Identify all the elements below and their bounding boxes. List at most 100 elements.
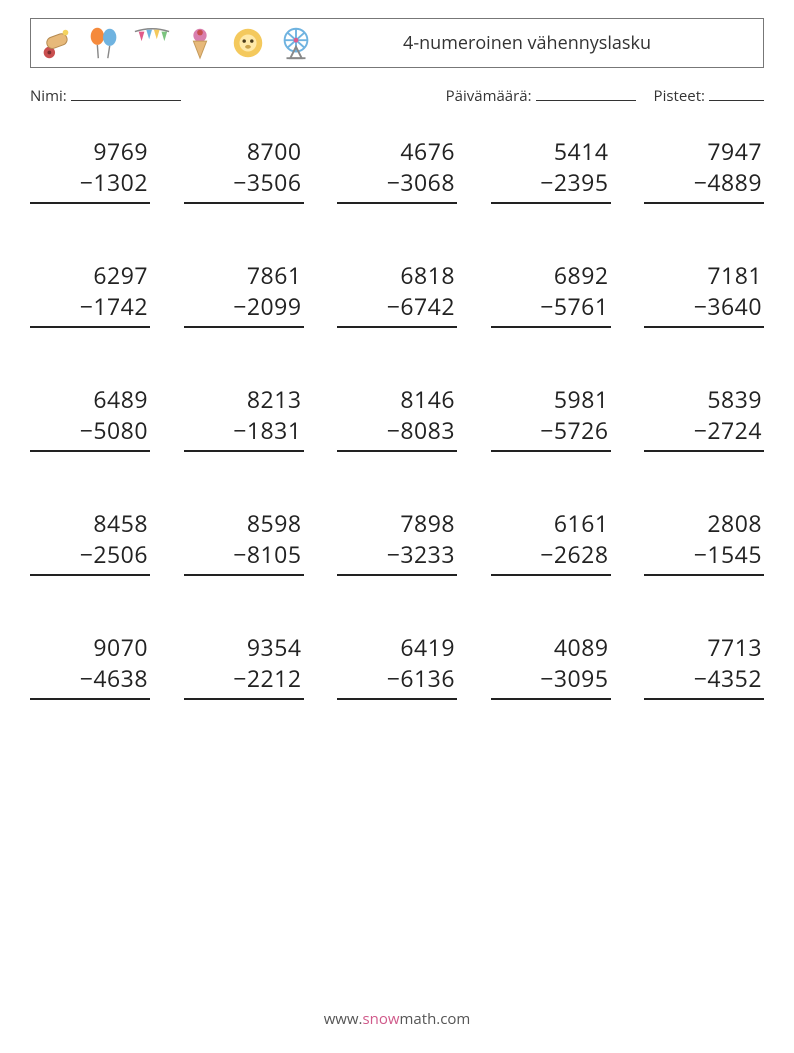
subtraction-problem: 8146−8083 [337, 384, 457, 452]
minuend: 7861 [184, 260, 304, 291]
subtrahend: −5726 [491, 415, 611, 452]
subtrahend: −2506 [30, 539, 150, 576]
subtraction-problem: 9070−4638 [30, 632, 150, 700]
minuend: 8213 [184, 384, 304, 415]
subtraction-problem: 8213−1831 [184, 384, 304, 452]
subtrahend: −8105 [184, 539, 304, 576]
subtrahend: −2099 [184, 291, 304, 328]
date-label: Päivämäärä: [446, 86, 532, 106]
subtraction-problem: 7861−2099 [184, 260, 304, 328]
minuend: 6818 [337, 260, 457, 291]
minuend: 6892 [491, 260, 611, 291]
minuend: 5981 [491, 384, 611, 415]
subtraction-problem: 4676−3068 [337, 136, 457, 204]
footer-prefix: www. [324, 1009, 363, 1029]
subtraction-problem: 5839−2724 [644, 384, 764, 452]
subtraction-problem: 6818−6742 [337, 260, 457, 328]
subtraction-problem: 5981−5726 [491, 384, 611, 452]
subtraction-problem: 5414−2395 [491, 136, 611, 204]
subtrahend: −1302 [30, 167, 150, 204]
minuend: 6161 [491, 508, 611, 539]
subtrahend: −8083 [337, 415, 457, 452]
subtraction-problem: 6892−5761 [491, 260, 611, 328]
worksheet-header: 4-numeroinen vähennyslasku [30, 18, 764, 68]
header-icons [37, 24, 315, 62]
balloons-icon [85, 24, 123, 62]
ferris-wheel-icon [277, 24, 315, 62]
problem-row: 8458−2506 8598−8105 7898−3233 6161−2628 2808… [30, 508, 764, 576]
footer-brand: snow [363, 1009, 400, 1029]
icecream-icon [181, 24, 219, 62]
problem-row: 6489−5080 8213−1831 8146−8083 5981−5726 5839… [30, 384, 764, 452]
worksheet-title: 4-numeroinen vähennyslasku [403, 31, 751, 55]
problem-row: 9769−1302 8700−3506 4676−3068 5414−2395 7947… [30, 136, 764, 204]
minuend: 7713 [644, 632, 764, 663]
minuend: 8598 [184, 508, 304, 539]
subtraction-problem: 7898−3233 [337, 508, 457, 576]
subtrahend: −4889 [644, 167, 764, 204]
footer-suffix: math.com [400, 1009, 471, 1029]
cannon-icon [37, 24, 75, 62]
subtraction-problem: 8458−2506 [30, 508, 150, 576]
subtrahend: −3068 [337, 167, 457, 204]
subtrahend: −3095 [491, 663, 611, 700]
minuend: 2808 [644, 508, 764, 539]
minuend: 9769 [30, 136, 150, 167]
subtrahend: −1545 [644, 539, 764, 576]
subtrahend: −2395 [491, 167, 611, 204]
subtraction-problem: 6161−2628 [491, 508, 611, 576]
subtraction-problem: 7713−4352 [644, 632, 764, 700]
subtrahend: −3233 [337, 539, 457, 576]
name-blank[interactable] [71, 86, 181, 101]
subtrahend: −4638 [30, 663, 150, 700]
minuend: 8458 [30, 508, 150, 539]
subtraction-problem: 2808−1545 [644, 508, 764, 576]
subtraction-problem: 9354−2212 [184, 632, 304, 700]
minuend: 7181 [644, 260, 764, 291]
subtrahend: −6136 [337, 663, 457, 700]
problems-grid: 9769−1302 8700−3506 4676−3068 5414−2395 7947… [30, 136, 764, 700]
subtrahend: −6742 [337, 291, 457, 328]
lion-icon [229, 24, 267, 62]
subtraction-problem: 6489−5080 [30, 384, 150, 452]
problem-row: 9070−4638 9354−2212 6419−6136 4089−3095 7713… [30, 632, 764, 700]
score-label: Pisteet: [654, 86, 705, 106]
minuend: 9354 [184, 632, 304, 663]
name-label: Nimi: [30, 86, 67, 106]
subtrahend: −1831 [184, 415, 304, 452]
minuend: 5839 [644, 384, 764, 415]
subtrahend: −1742 [30, 291, 150, 328]
minuend: 6489 [30, 384, 150, 415]
subtraction-problem: 7181−3640 [644, 260, 764, 328]
subtrahend: −3640 [644, 291, 764, 328]
minuend: 7947 [644, 136, 764, 167]
minuend: 8700 [184, 136, 304, 167]
score-blank[interactable] [709, 86, 764, 101]
minuend: 6297 [30, 260, 150, 291]
subtraction-problem: 6419−6136 [337, 632, 457, 700]
subtrahend: −2628 [491, 539, 611, 576]
footer: www.snowmath.com [0, 1009, 794, 1029]
subtrahend: −2212 [184, 663, 304, 700]
minuend: 4089 [491, 632, 611, 663]
minuend: 4676 [337, 136, 457, 167]
problem-row: 6297−1742 7861−2099 6818−6742 6892−5761 7181… [30, 260, 764, 328]
date-blank[interactable] [536, 86, 636, 101]
subtrahend: −5080 [30, 415, 150, 452]
flags-icon [133, 24, 171, 62]
minuend: 9070 [30, 632, 150, 663]
subtrahend: −2724 [644, 415, 764, 452]
minuend: 5414 [491, 136, 611, 167]
subtraction-problem: 7947−4889 [644, 136, 764, 204]
subtrahend: −3506 [184, 167, 304, 204]
subtraction-problem: 4089−3095 [491, 632, 611, 700]
subtraction-problem: 8598−8105 [184, 508, 304, 576]
subtraction-problem: 9769−1302 [30, 136, 150, 204]
minuend: 8146 [337, 384, 457, 415]
meta-row: Nimi: Päivämäärä: Pisteet: [30, 86, 764, 106]
minuend: 7898 [337, 508, 457, 539]
subtraction-problem: 8700−3506 [184, 136, 304, 204]
subtrahend: −5761 [491, 291, 611, 328]
subtrahend: −4352 [644, 663, 764, 700]
subtraction-problem: 6297−1742 [30, 260, 150, 328]
